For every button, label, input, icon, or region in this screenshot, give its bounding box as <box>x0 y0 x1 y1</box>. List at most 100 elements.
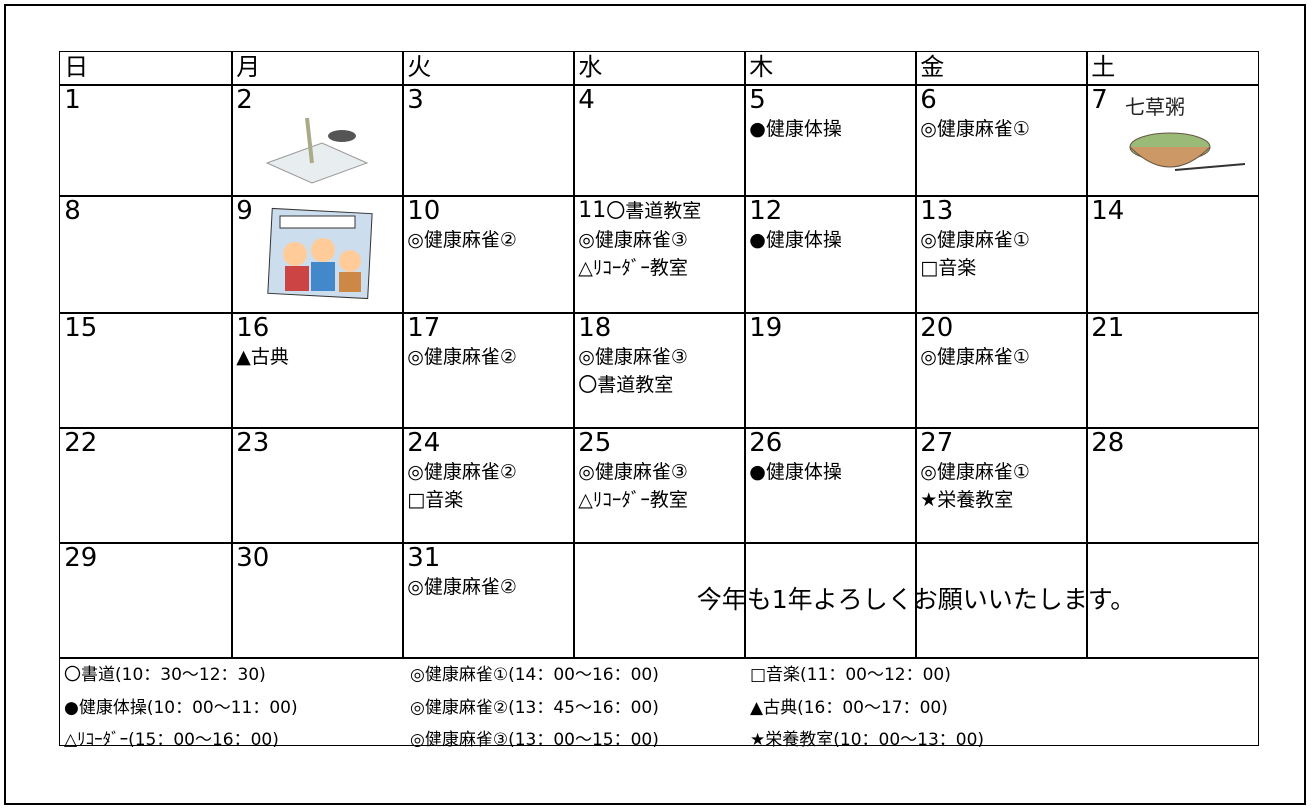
day-cell <box>744 542 917 659</box>
header-cell: 月 <box>231 51 404 86</box>
event: ◎健康麻雀③ <box>578 229 688 252</box>
event: ●健康体操 <box>749 461 842 484</box>
legend-item: ▲古典(16：00～17：00) <box>750 698 948 718</box>
day-cell: 4 <box>573 84 746 197</box>
event: ◎健康麻雀③ <box>578 461 688 484</box>
day-cell: 15 <box>59 312 233 429</box>
day-cell: 9 <box>231 195 404 314</box>
day-cell: 13 ◎健康麻雀① □音楽 <box>915 195 1088 314</box>
day-cell <box>915 542 1088 659</box>
day-cell: 10 ◎健康麻雀② <box>402 195 575 314</box>
event: ▲古典 <box>236 346 289 369</box>
event: ◎健康麻雀③ <box>578 346 688 369</box>
day-cell: 19 <box>744 312 917 429</box>
event: 〇書道教室 <box>606 200 702 223</box>
day-number: 31 <box>407 543 441 574</box>
legend-item: 〇書道(10：30～12：30) <box>64 665 266 685</box>
event: ◎健康麻雀② <box>407 461 517 484</box>
page-border <box>4 4 1306 805</box>
day-number: 22 <box>64 428 98 459</box>
day-cell: 6 ◎健康麻雀① <box>915 84 1088 197</box>
day-number: 8 <box>64 196 81 227</box>
day-number: 26 <box>749 428 783 459</box>
day-cell: 31 ◎健康麻雀② <box>402 542 575 659</box>
day-number: 17 <box>407 313 441 344</box>
event: ◎健康麻雀② <box>407 229 517 252</box>
day-number: 27 <box>920 428 954 459</box>
event: ◎健康麻雀① <box>920 346 1030 369</box>
day-cell: 5 ●健康体操 <box>744 84 917 197</box>
day-cell: 14 <box>1086 195 1259 314</box>
legend-item: ◎健康麻雀①(14：00～16：00) <box>410 665 659 685</box>
event: △ﾘｺｰﾀﾞｰ教室 <box>578 257 688 280</box>
day-cell: 29 <box>59 542 233 659</box>
event: △ﾘｺｰﾀﾞｰ教室 <box>578 489 688 512</box>
day-number: 29 <box>64 543 98 574</box>
legend-item: △ﾘｺｰﾀﾞｰ(15：00～16：00) <box>64 730 279 750</box>
day-cell: 24 ◎健康麻雀② □音楽 <box>402 427 575 544</box>
day-number: 16 <box>236 313 270 344</box>
day-number: 10 <box>407 196 441 227</box>
day-cell: 18 ◎健康麻雀③ 〇書道教室 <box>573 312 746 429</box>
day-cell <box>573 542 746 659</box>
day-number: 1 <box>64 85 81 116</box>
day-cell <box>1086 542 1259 659</box>
legend-item: ◎健康麻雀②(13：45～16：00) <box>410 698 659 718</box>
day-number: 18 <box>578 313 612 344</box>
day-number: 24 <box>407 428 441 459</box>
legend-item: ★栄養教室(10：00～13：00) <box>750 730 985 750</box>
message: 今年も1年よろしくお願いいたします。 <box>696 585 1136 614</box>
day-cell: 17 ◎健康麻雀② <box>402 312 575 429</box>
legend-item: □音楽(11：00～12：00) <box>750 665 951 685</box>
event: ◎健康麻雀② <box>407 576 517 599</box>
day-cell: 21 <box>1086 312 1259 429</box>
event: □音楽 <box>920 257 977 280</box>
day-cell: 11〇書道教室 ◎健康麻雀③ △ﾘｺｰﾀﾞｰ教室 <box>573 195 746 314</box>
day-number: 13 <box>920 196 954 227</box>
svg-text:七草粥: 七草粥 <box>1125 95 1185 119</box>
event: □音楽 <box>407 489 464 512</box>
day-number: 7 <box>1091 85 1108 116</box>
day-number: 15 <box>64 313 98 344</box>
day-number: 12 <box>749 196 783 227</box>
day-number: 6 <box>920 85 937 116</box>
day-cell: 8 <box>59 195 233 314</box>
day-cell: 26 ●健康体操 <box>744 427 917 544</box>
event: 〇書道教室 <box>578 374 674 397</box>
event: ◎健康麻雀① <box>920 229 1030 252</box>
event: ◎健康麻雀① <box>920 461 1030 484</box>
day-number: 20 <box>920 313 954 344</box>
day-number: 3 <box>407 85 424 116</box>
day-cell: 2 <box>231 84 404 197</box>
header-cell: 火 <box>402 51 575 86</box>
event: ★栄養教室 <box>920 489 1014 512</box>
day-number: 25 <box>578 428 612 459</box>
header-cell: 水 <box>573 51 746 86</box>
day-number: 19 <box>749 313 783 344</box>
day-cell: 23 <box>231 427 404 544</box>
day-cell: 28 <box>1086 427 1259 544</box>
day-number: 5 <box>749 85 766 116</box>
header-cell: 金 <box>915 51 1088 86</box>
day-number: 23 <box>236 428 270 459</box>
day-number: 28 <box>1091 428 1125 459</box>
day-cell: 3 <box>402 84 575 197</box>
day-cell: 30 <box>231 542 404 659</box>
header-cell: 土 <box>1086 51 1259 86</box>
header-cell: 木 <box>744 51 917 86</box>
legend-item: ◎健康麻雀③(13：00～15：00) <box>410 730 659 750</box>
legend-box <box>59 657 1259 746</box>
day-cell: 25 ◎健康麻雀③ △ﾘｺｰﾀﾞｰ教室 <box>573 427 746 544</box>
day-cell: 16 ▲古典 <box>231 312 404 429</box>
nanakusa-picture: 七草粥 <box>1125 95 1246 171</box>
coming-of-age-picture <box>267 207 373 300</box>
header-cell: 日 <box>59 51 233 86</box>
calligraphy-picture <box>265 117 369 184</box>
event: ◎健康麻雀① <box>920 118 1030 141</box>
day-number: 9 <box>236 196 253 227</box>
day-cell: 27 ◎健康麻雀① ★栄養教室 <box>915 427 1088 544</box>
day-cell: 7 <box>1086 84 1259 197</box>
day-number: 11 <box>578 198 607 224</box>
event: ◎健康麻雀② <box>407 346 517 369</box>
day-cell: 1 <box>59 84 233 197</box>
